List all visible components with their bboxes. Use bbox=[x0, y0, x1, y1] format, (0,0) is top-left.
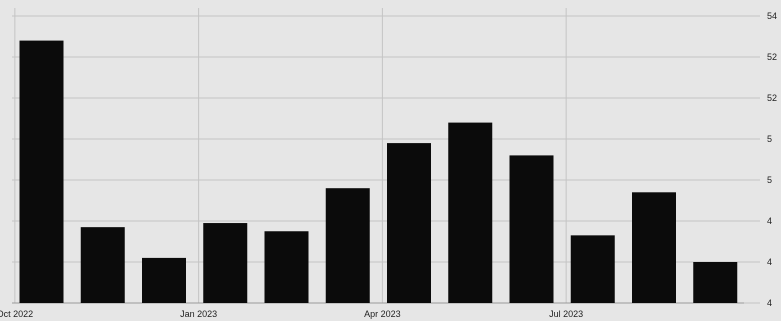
bar: Sep 2023 bbox=[693, 262, 738, 303]
bars: Oct 2022 Nov 2022 Dec 2022 Jan 2023 Feb 2023… bbox=[19, 40, 738, 303]
x-tick-label: Oct 2022 bbox=[0, 309, 33, 319]
y-tick-label: 52 bbox=[767, 93, 777, 103]
y-tick-label: 52 bbox=[767, 52, 777, 62]
y-tick-label: 4 bbox=[767, 216, 772, 226]
y-tick-label: 4 bbox=[767, 298, 772, 308]
bar: Jun 2023 bbox=[509, 155, 554, 303]
bar: Mar 2023 bbox=[325, 188, 370, 303]
grid bbox=[12, 8, 760, 304]
x-tick-label: Apr 2023 bbox=[364, 309, 401, 319]
bar: May 2023 bbox=[448, 122, 493, 303]
y-tick-label: 5 bbox=[767, 175, 772, 185]
y-tick-label: 5 bbox=[767, 134, 772, 144]
bar: Feb 2023 bbox=[264, 231, 309, 303]
y-tick-label: 54 bbox=[767, 11, 777, 21]
bar: Apr 2023 bbox=[387, 143, 431, 303]
y-axis-ticks: 4 4 4 5 5 52 52 54 bbox=[767, 11, 777, 308]
bar: Jan 2023 bbox=[203, 223, 248, 303]
x-tick-label: Jan 2023 bbox=[180, 309, 217, 319]
bar: Nov 2022 bbox=[80, 227, 125, 303]
x-tick-label: Jul 2023 bbox=[549, 309, 583, 319]
bar: Oct 2022 bbox=[19, 40, 64, 303]
y-tick-label: 4 bbox=[767, 257, 772, 267]
bar: Dec 2022 bbox=[142, 257, 186, 303]
bar: Jul 2023 bbox=[570, 235, 615, 303]
bar: Aug 2023 bbox=[632, 192, 676, 303]
x-axis-ticks: Oct 2022 Jan 2023 Apr 2023 Jul 2023 bbox=[0, 309, 583, 319]
